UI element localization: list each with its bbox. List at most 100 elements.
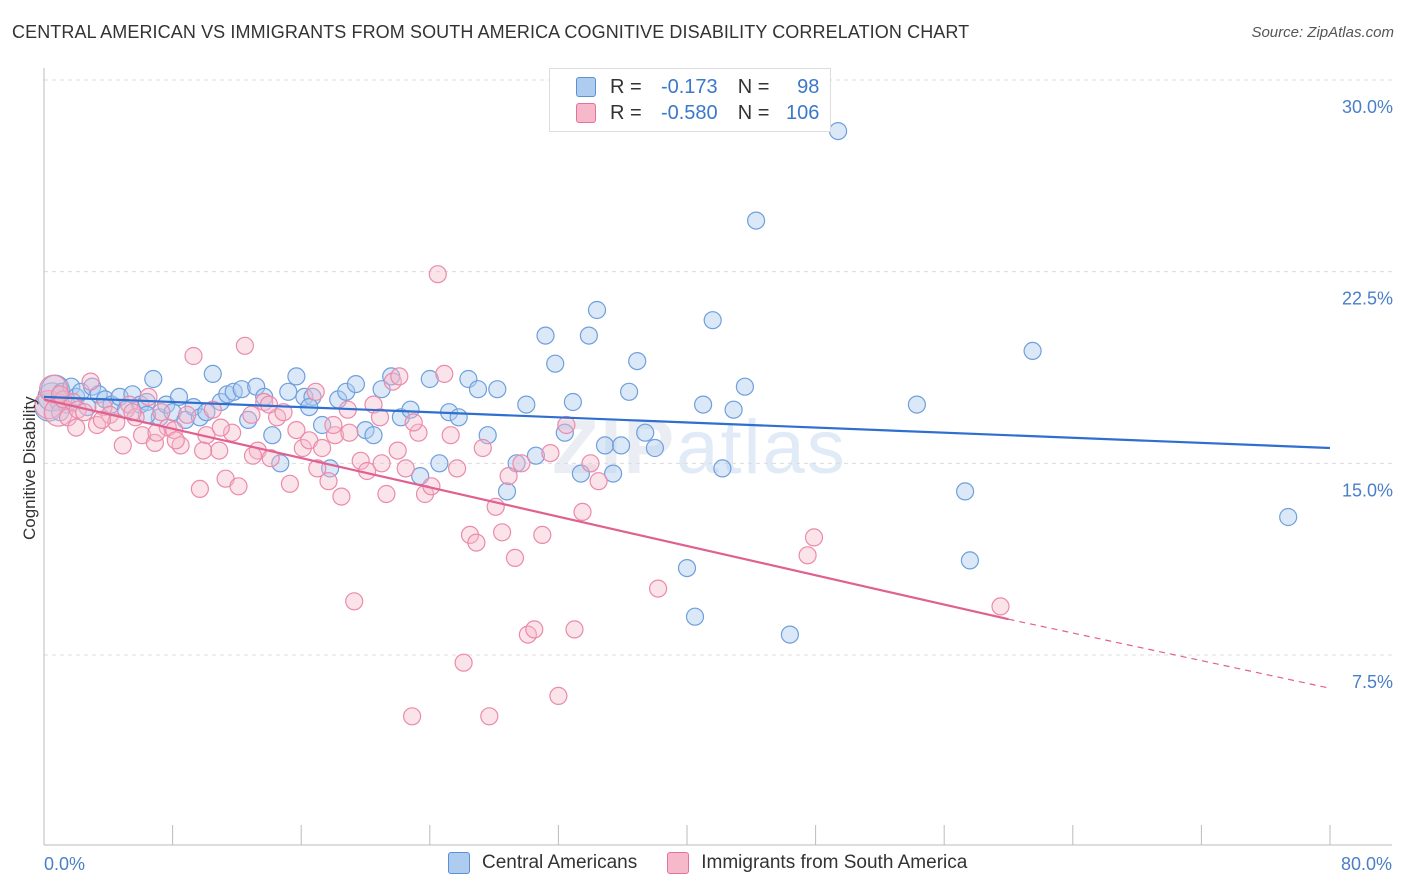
legend-r-value: -0.173 (660, 75, 718, 98)
point-central-americans (960, 551, 980, 570)
point-central-americans (611, 436, 631, 455)
point-immigrants-south-america (319, 472, 338, 491)
point-immigrants-south-america (81, 372, 100, 391)
legend-r-value: -0.580 (660, 101, 718, 124)
point-central-americans (685, 607, 705, 626)
point-immigrants-south-america (499, 467, 518, 486)
point-immigrants-south-america (505, 548, 525, 568)
point-immigrants-south-america (448, 459, 467, 478)
point-immigrants-south-america (428, 265, 447, 284)
point-central-americans (563, 392, 583, 412)
point-immigrants-south-america (541, 444, 560, 463)
y-tick-label: 7.5% (1352, 672, 1393, 692)
point-immigrants-south-america (50, 385, 70, 404)
point-central-americans (677, 558, 697, 578)
legend-label: Immigrants from South America (701, 852, 968, 873)
point-immigrants-south-america (190, 479, 209, 498)
point-immigrants-south-america (107, 413, 126, 432)
point-immigrants-south-america (473, 438, 492, 458)
point-immigrants-south-america (377, 484, 396, 504)
point-immigrants-south-america (441, 426, 460, 445)
point-immigrants-south-america (313, 438, 332, 458)
point-central-americans (955, 482, 975, 501)
point-central-americans (636, 423, 655, 442)
point-central-americans (628, 352, 647, 371)
chart-source: Source: ZipAtlas.com (1251, 24, 1394, 41)
point-immigrants-south-america (87, 415, 107, 435)
point-central-americans (1023, 341, 1042, 360)
legend-item-central-americans: Central Americans (448, 852, 637, 874)
point-immigrants-south-america (565, 620, 584, 639)
legend-swatch-pink (667, 852, 690, 874)
point-central-americans (555, 423, 574, 442)
point-immigrants-south-america (211, 418, 230, 437)
point-immigrants-south-america (184, 346, 203, 366)
point-immigrants-south-america (480, 707, 499, 726)
point-immigrants-south-america (798, 546, 817, 565)
point-immigrants-south-america (573, 502, 592, 521)
point-central-americans (645, 438, 665, 458)
point-central-americans (287, 367, 306, 386)
point-immigrants-south-america (991, 597, 1010, 616)
point-central-americans (271, 454, 290, 473)
point-central-americans (1279, 507, 1298, 527)
series-legend: Central Americans Immigrants from South … (448, 852, 997, 874)
point-immigrants-south-america (113, 436, 132, 455)
point-central-americans (746, 211, 766, 230)
point-immigrants-south-america (243, 446, 263, 465)
point-immigrants-south-america (340, 423, 359, 442)
point-immigrants-south-america (351, 451, 370, 470)
point-immigrants-south-america (229, 477, 248, 496)
point-central-americans (619, 382, 639, 401)
point-central-americans (430, 454, 449, 473)
point-central-americans (735, 377, 755, 396)
point-central-americans (203, 364, 222, 383)
point-central-americans (703, 311, 722, 330)
point-immigrants-south-america (403, 707, 422, 726)
point-immigrants-south-america (390, 367, 409, 386)
point-immigrants-south-america (648, 579, 668, 598)
point-central-americans (263, 426, 282, 445)
point-immigrants-south-america (261, 449, 280, 468)
point-immigrants-south-america (467, 533, 486, 552)
legend-r-label: R = (610, 75, 642, 98)
y-tick-label: 30.0% (1342, 97, 1393, 117)
point-immigrants-south-america (287, 421, 306, 440)
point-central-americans (526, 446, 546, 465)
legend-r-label: R = (610, 101, 642, 124)
point-immigrants-south-america (493, 523, 512, 542)
point-immigrants-south-america (194, 441, 213, 460)
x-tick-label: 0.0% (44, 854, 85, 874)
y-axis-label: Cognitive Disability (20, 396, 39, 540)
legend-swatch-blue (448, 852, 470, 874)
legend-n-label: N = (737, 101, 770, 124)
legend-swatch-blue (576, 77, 596, 97)
point-central-americans (713, 459, 732, 478)
y-tick-label: 22.5% (1342, 289, 1393, 309)
watermark-atlas: atlas (676, 405, 847, 490)
point-immigrants-south-america (67, 418, 86, 437)
point-central-americans (579, 326, 599, 345)
chart-title: CENTRAL AMERICAN VS IMMIGRANTS FROM SOUT… (12, 22, 970, 42)
point-central-americans (907, 395, 927, 414)
point-central-americans (724, 400, 743, 419)
point-central-americans (364, 426, 383, 445)
point-central-americans (279, 382, 298, 401)
point-immigrants-south-america (435, 364, 454, 383)
point-central-americans (587, 300, 607, 320)
point-immigrants-south-america (139, 387, 158, 406)
point-central-americans (337, 382, 356, 401)
point-central-americans (693, 395, 713, 414)
legend-n-label: N = (737, 75, 770, 98)
legend-n-value: 106 (786, 101, 820, 124)
point-immigrants-south-america (308, 459, 327, 478)
point-immigrants-south-america (203, 400, 222, 419)
point-central-americans (828, 122, 848, 141)
point-central-americans (595, 436, 615, 455)
point-immigrants-south-america (404, 413, 423, 432)
point-immigrants-south-america (396, 459, 415, 478)
point-central-americans (144, 369, 163, 389)
point-immigrants-south-america (372, 454, 391, 473)
x-tick-label: 80.0% (1341, 854, 1392, 874)
